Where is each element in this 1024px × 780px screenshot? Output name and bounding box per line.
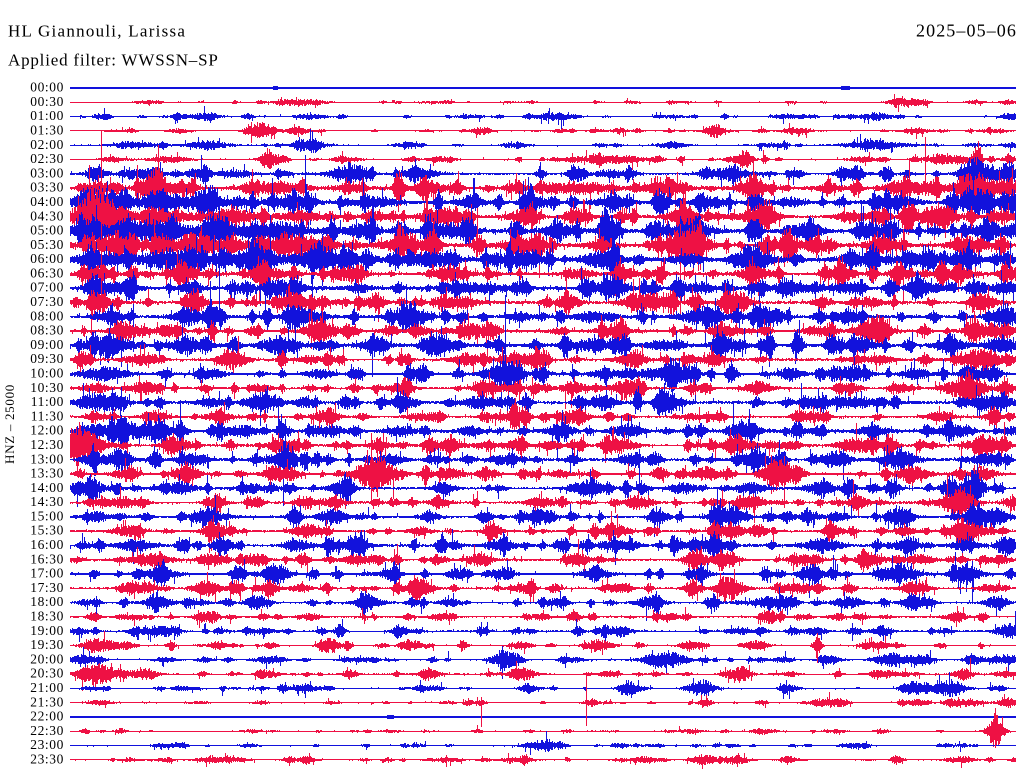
svg-text:18:30: 18:30 — [30, 609, 64, 624]
svg-text:Applied filter: WWSSN–SP: Applied filter: WWSSN–SP — [8, 51, 219, 70]
svg-text:14:30: 14:30 — [30, 494, 64, 509]
svg-text:18:00: 18:00 — [30, 594, 64, 609]
svg-text:03:30: 03:30 — [30, 180, 64, 195]
svg-text:16:30: 16:30 — [30, 551, 64, 566]
svg-text:HNZ – 25000: HNZ – 25000 — [2, 384, 17, 464]
svg-text:11:00: 11:00 — [31, 394, 64, 409]
svg-text:01:30: 01:30 — [30, 123, 64, 138]
svg-text:21:00: 21:00 — [30, 680, 64, 695]
svg-text:12:30: 12:30 — [30, 437, 64, 452]
svg-text:07:30: 07:30 — [30, 294, 64, 309]
svg-text:04:00: 04:00 — [30, 194, 64, 209]
svg-text:10:00: 10:00 — [30, 366, 64, 381]
svg-text:06:30: 06:30 — [30, 265, 64, 280]
svg-text:19:30: 19:30 — [30, 637, 64, 652]
svg-text:19:00: 19:00 — [30, 623, 64, 638]
svg-text:03:00: 03:00 — [30, 165, 64, 180]
svg-text:15:00: 15:00 — [30, 509, 64, 524]
svg-text:05:00: 05:00 — [30, 223, 64, 238]
svg-text:17:00: 17:00 — [30, 566, 64, 581]
svg-text:2025–05–06: 2025–05–06 — [916, 21, 1017, 41]
svg-text:23:30: 23:30 — [30, 752, 64, 767]
svg-text:08:00: 08:00 — [30, 308, 64, 323]
svg-text:10:30: 10:30 — [30, 380, 64, 395]
svg-text:02:00: 02:00 — [30, 137, 64, 152]
svg-text:20:00: 20:00 — [30, 651, 64, 666]
svg-text:09:00: 09:00 — [30, 337, 64, 352]
svg-text:12:00: 12:00 — [30, 423, 64, 438]
svg-text:23:00: 23:00 — [30, 737, 64, 752]
svg-text:17:30: 17:30 — [30, 580, 64, 595]
svg-text:16:00: 16:00 — [30, 537, 64, 552]
svg-text:02:30: 02:30 — [30, 151, 64, 166]
svg-text:07:00: 07:00 — [30, 280, 64, 295]
svg-text:06:00: 06:00 — [30, 251, 64, 266]
svg-text:04:30: 04:30 — [30, 208, 64, 223]
svg-text:09:30: 09:30 — [30, 351, 64, 366]
svg-text:00:00: 00:00 — [30, 80, 64, 95]
svg-text:08:30: 08:30 — [30, 323, 64, 338]
svg-text:21:30: 21:30 — [30, 694, 64, 709]
svg-text:14:00: 14:00 — [30, 480, 64, 495]
svg-text:05:30: 05:30 — [30, 237, 64, 252]
svg-text:HL Giannouli, Larissa: HL Giannouli, Larissa — [8, 22, 186, 41]
svg-text:01:00: 01:00 — [30, 108, 64, 123]
svg-text:13:30: 13:30 — [30, 466, 64, 481]
svg-text:22:30: 22:30 — [30, 723, 64, 738]
svg-text:00:30: 00:30 — [30, 94, 64, 109]
svg-text:15:30: 15:30 — [30, 523, 64, 538]
svg-text:20:30: 20:30 — [30, 666, 64, 681]
svg-text:11:30: 11:30 — [31, 408, 64, 423]
svg-text:22:00: 22:00 — [30, 709, 64, 724]
svg-text:13:00: 13:00 — [30, 451, 64, 466]
